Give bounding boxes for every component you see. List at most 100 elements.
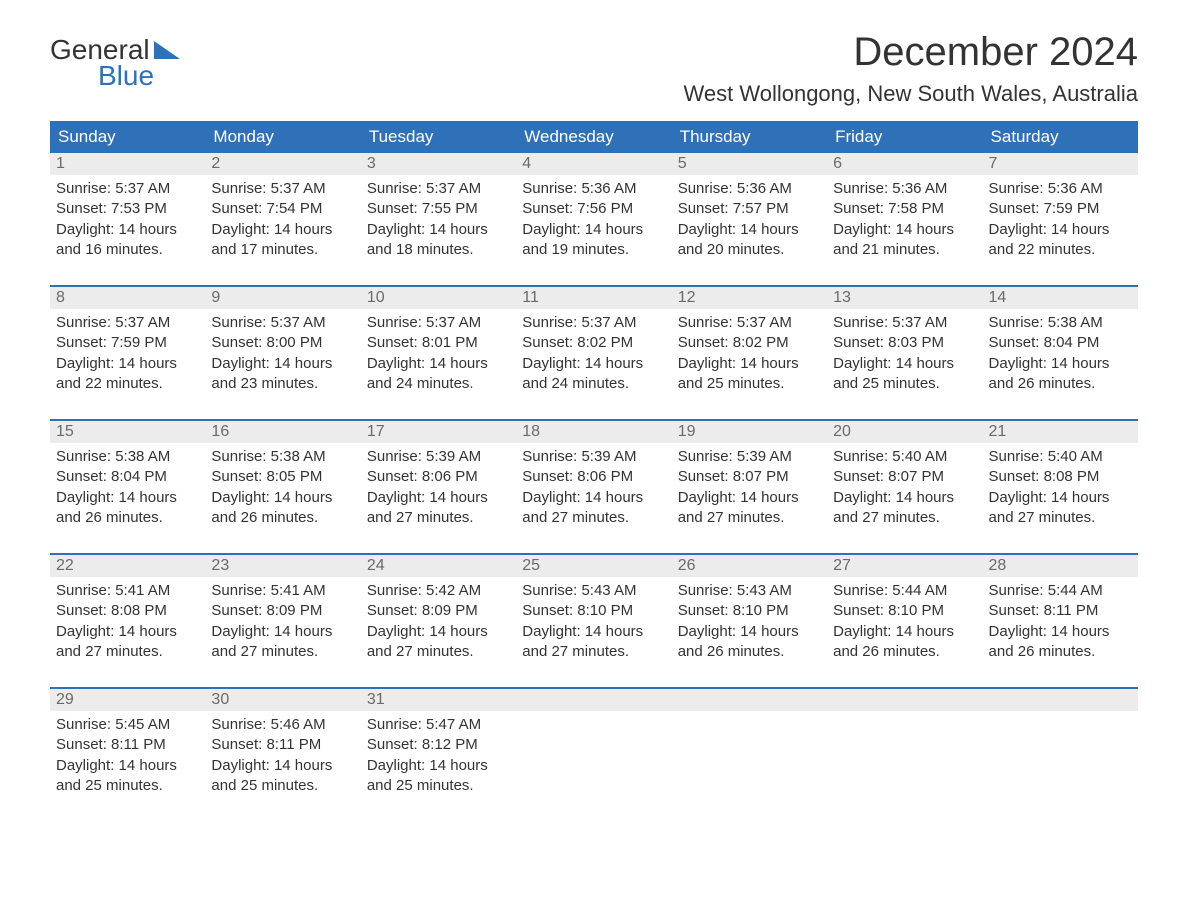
day-d1: Daylight: 14 hours bbox=[833, 488, 976, 508]
day-cell: 4Sunrise: 5:36 AMSunset: 7:56 PMDaylight… bbox=[516, 153, 671, 286]
day-cell bbox=[516, 688, 671, 821]
day-sunset: Sunset: 8:09 PM bbox=[211, 601, 354, 621]
day-d1: Daylight: 14 hours bbox=[989, 622, 1132, 642]
col-friday: Friday bbox=[827, 121, 982, 153]
day-cell bbox=[827, 688, 982, 821]
day-sunset: Sunset: 7:54 PM bbox=[211, 199, 354, 219]
day-d1: Daylight: 14 hours bbox=[522, 622, 665, 642]
day-d1: Daylight: 14 hours bbox=[56, 354, 199, 374]
day-cell: 11Sunrise: 5:37 AMSunset: 8:02 PMDayligh… bbox=[516, 286, 671, 420]
day-number: 9 bbox=[205, 287, 360, 309]
day-sunrise: Sunrise: 5:38 AM bbox=[211, 447, 354, 467]
day-cell: 25Sunrise: 5:43 AMSunset: 8:10 PMDayligh… bbox=[516, 554, 671, 688]
day-cell: 10Sunrise: 5:37 AMSunset: 8:01 PMDayligh… bbox=[361, 286, 516, 420]
day-number-empty bbox=[983, 689, 1138, 711]
day-details: Sunrise: 5:37 AMSunset: 8:02 PMDaylight:… bbox=[672, 309, 827, 419]
day-details: Sunrise: 5:46 AMSunset: 8:11 PMDaylight:… bbox=[205, 711, 360, 821]
day-d1: Daylight: 14 hours bbox=[211, 756, 354, 776]
day-d2: and 22 minutes. bbox=[56, 374, 199, 394]
day-details: Sunrise: 5:37 AMSunset: 7:53 PMDaylight:… bbox=[50, 175, 205, 285]
day-number: 28 bbox=[983, 555, 1138, 577]
day-number: 22 bbox=[50, 555, 205, 577]
day-sunset: Sunset: 8:00 PM bbox=[211, 333, 354, 353]
day-sunset: Sunset: 8:04 PM bbox=[989, 333, 1132, 353]
day-number: 30 bbox=[205, 689, 360, 711]
day-details-empty bbox=[827, 711, 982, 821]
day-sunrise: Sunrise: 5:42 AM bbox=[367, 581, 510, 601]
day-sunset: Sunset: 8:04 PM bbox=[56, 467, 199, 487]
day-sunrise: Sunrise: 5:36 AM bbox=[989, 179, 1132, 199]
day-sunrise: Sunrise: 5:43 AM bbox=[678, 581, 821, 601]
day-d2: and 26 minutes. bbox=[989, 374, 1132, 394]
day-sunrise: Sunrise: 5:37 AM bbox=[56, 313, 199, 333]
day-sunset: Sunset: 7:57 PM bbox=[678, 199, 821, 219]
day-d1: Daylight: 14 hours bbox=[56, 220, 199, 240]
day-cell: 2Sunrise: 5:37 AMSunset: 7:54 PMDaylight… bbox=[205, 153, 360, 286]
day-d1: Daylight: 14 hours bbox=[678, 488, 821, 508]
day-number: 13 bbox=[827, 287, 982, 309]
day-d2: and 27 minutes. bbox=[989, 508, 1132, 528]
day-cell: 22Sunrise: 5:41 AMSunset: 8:08 PMDayligh… bbox=[50, 554, 205, 688]
day-number-empty bbox=[672, 689, 827, 711]
day-number: 5 bbox=[672, 153, 827, 175]
day-d1: Daylight: 14 hours bbox=[833, 622, 976, 642]
day-d1: Daylight: 14 hours bbox=[367, 488, 510, 508]
day-d1: Daylight: 14 hours bbox=[367, 756, 510, 776]
day-d2: and 26 minutes. bbox=[678, 642, 821, 662]
day-cell: 19Sunrise: 5:39 AMSunset: 8:07 PMDayligh… bbox=[672, 420, 827, 554]
header: General Blue December 2024 West Wollongo… bbox=[50, 30, 1138, 117]
day-sunrise: Sunrise: 5:37 AM bbox=[833, 313, 976, 333]
day-d2: and 16 minutes. bbox=[56, 240, 199, 260]
day-details: Sunrise: 5:38 AMSunset: 8:04 PMDaylight:… bbox=[50, 443, 205, 553]
day-number: 19 bbox=[672, 421, 827, 443]
day-d1: Daylight: 14 hours bbox=[989, 354, 1132, 374]
day-d1: Daylight: 14 hours bbox=[56, 488, 199, 508]
day-cell: 21Sunrise: 5:40 AMSunset: 8:08 PMDayligh… bbox=[983, 420, 1138, 554]
day-number: 2 bbox=[205, 153, 360, 175]
logo: General Blue bbox=[50, 30, 180, 90]
calendar-body: 1Sunrise: 5:37 AMSunset: 7:53 PMDaylight… bbox=[50, 153, 1138, 821]
day-sunrise: Sunrise: 5:43 AM bbox=[522, 581, 665, 601]
day-sunset: Sunset: 7:59 PM bbox=[56, 333, 199, 353]
day-sunset: Sunset: 8:11 PM bbox=[56, 735, 199, 755]
day-details: Sunrise: 5:37 AMSunset: 7:55 PMDaylight:… bbox=[361, 175, 516, 285]
day-cell: 15Sunrise: 5:38 AMSunset: 8:04 PMDayligh… bbox=[50, 420, 205, 554]
day-number: 8 bbox=[50, 287, 205, 309]
day-sunset: Sunset: 7:58 PM bbox=[833, 199, 976, 219]
day-number: 24 bbox=[361, 555, 516, 577]
day-number: 16 bbox=[205, 421, 360, 443]
day-d2: and 24 minutes. bbox=[522, 374, 665, 394]
day-number: 17 bbox=[361, 421, 516, 443]
day-d1: Daylight: 14 hours bbox=[522, 488, 665, 508]
day-d1: Daylight: 14 hours bbox=[211, 220, 354, 240]
day-d1: Daylight: 14 hours bbox=[367, 622, 510, 642]
day-sunset: Sunset: 8:12 PM bbox=[367, 735, 510, 755]
day-details: Sunrise: 5:37 AMSunset: 8:01 PMDaylight:… bbox=[361, 309, 516, 419]
day-d1: Daylight: 14 hours bbox=[211, 488, 354, 508]
day-details: Sunrise: 5:45 AMSunset: 8:11 PMDaylight:… bbox=[50, 711, 205, 821]
day-number: 21 bbox=[983, 421, 1138, 443]
day-d2: and 25 minutes. bbox=[56, 776, 199, 796]
day-cell: 8 Sunrise: 5:37 AMSunset: 7:59 PMDaylight… bbox=[50, 286, 205, 420]
day-details: Sunrise: 5:37 AMSunset: 7:54 PMDaylight:… bbox=[205, 175, 360, 285]
day-details: Sunrise: 5:38 AMSunset: 8:05 PMDaylight:… bbox=[205, 443, 360, 553]
logo-triangle-icon bbox=[154, 41, 180, 59]
day-d1: Daylight: 14 hours bbox=[678, 354, 821, 374]
day-sunset: Sunset: 8:11 PM bbox=[989, 601, 1132, 621]
day-details-empty bbox=[672, 711, 827, 821]
day-d2: and 27 minutes. bbox=[56, 642, 199, 662]
day-d1: Daylight: 14 hours bbox=[211, 354, 354, 374]
day-cell: 27Sunrise: 5:44 AMSunset: 8:10 PMDayligh… bbox=[827, 554, 982, 688]
day-details: Sunrise: 5:43 AMSunset: 8:10 PMDaylight:… bbox=[672, 577, 827, 687]
day-sunrise: Sunrise: 5:39 AM bbox=[522, 447, 665, 467]
day-d2: and 21 minutes. bbox=[833, 240, 976, 260]
day-details: Sunrise: 5:47 AMSunset: 8:12 PMDaylight:… bbox=[361, 711, 516, 821]
day-sunrise: Sunrise: 5:37 AM bbox=[211, 179, 354, 199]
day-details: Sunrise: 5:38 AMSunset: 8:04 PMDaylight:… bbox=[983, 309, 1138, 419]
day-sunrise: Sunrise: 5:38 AM bbox=[56, 447, 199, 467]
day-sunrise: Sunrise: 5:38 AM bbox=[989, 313, 1132, 333]
day-d1: Daylight: 14 hours bbox=[833, 220, 976, 240]
day-details: Sunrise: 5:43 AMSunset: 8:10 PMDaylight:… bbox=[516, 577, 671, 687]
logo-word-2: Blue bbox=[50, 62, 180, 90]
day-d2: and 27 minutes. bbox=[367, 642, 510, 662]
